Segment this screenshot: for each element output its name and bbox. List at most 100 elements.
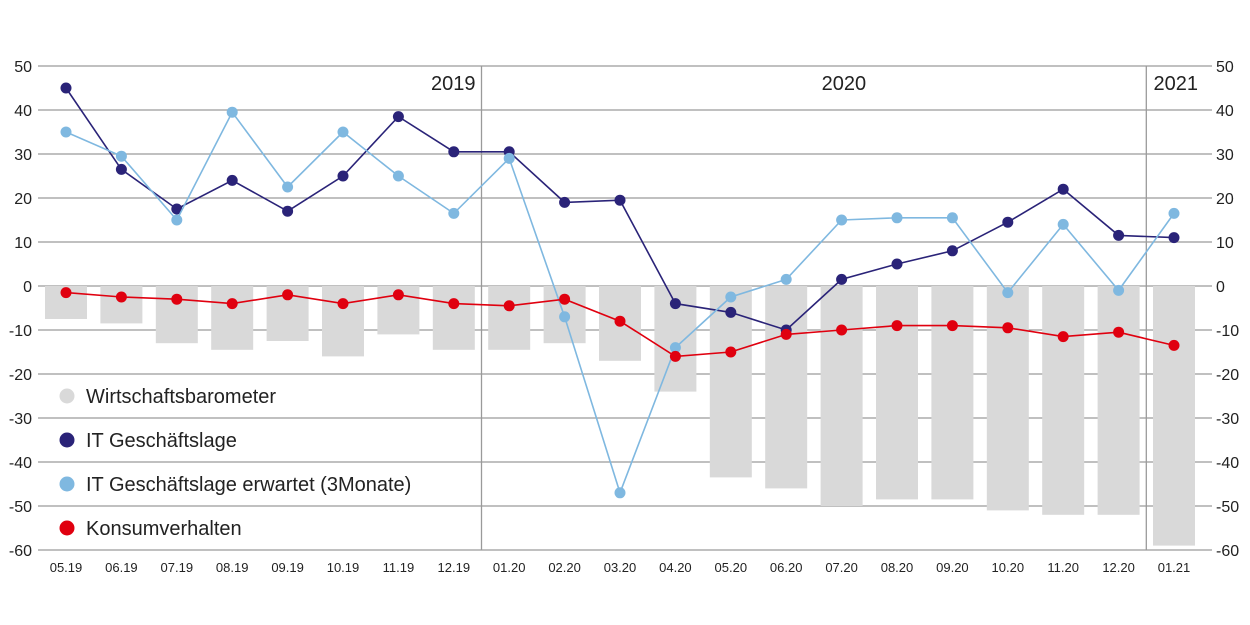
x-tick-label: 05.20 <box>715 560 748 575</box>
data-point <box>448 298 460 310</box>
x-tick-label: 02.20 <box>548 560 581 575</box>
bar <box>765 286 808 489</box>
data-point <box>614 487 626 499</box>
y-tick-label-right: -40 <box>1216 455 1239 472</box>
data-point <box>337 170 349 182</box>
data-point <box>503 152 515 164</box>
data-point <box>282 205 294 217</box>
legend-label: IT Geschäftslage erwartet (3Monate) <box>86 474 411 496</box>
legend-marker <box>59 432 75 448</box>
data-point <box>1168 339 1180 351</box>
bar <box>931 286 974 500</box>
legend-label: Konsumverhalten <box>86 518 242 540</box>
data-point <box>669 342 681 354</box>
y-tick-label-left: -50 <box>9 499 32 516</box>
data-point <box>559 293 571 305</box>
x-tick-label: 08.19 <box>216 560 249 575</box>
data-point <box>836 273 848 285</box>
data-point <box>226 298 238 310</box>
y-tick-label-right: -30 <box>1216 411 1239 428</box>
x-tick-label: 09.19 <box>271 560 304 575</box>
x-tick-label: 06.20 <box>770 560 803 575</box>
x-tick-label: 03.20 <box>604 560 637 575</box>
data-point <box>115 150 127 162</box>
data-point <box>448 207 460 219</box>
y-tick-label-left: 20 <box>14 191 32 208</box>
data-point <box>891 258 903 270</box>
x-tick-label: 05.19 <box>50 560 83 575</box>
x-tick-label: 11.19 <box>383 560 415 575</box>
data-point <box>891 320 903 332</box>
data-point <box>946 212 958 224</box>
data-point <box>448 146 460 158</box>
line-series <box>60 82 1180 499</box>
data-point <box>614 315 626 327</box>
data-point <box>282 289 294 301</box>
y-tick-label-left: 30 <box>14 147 32 164</box>
bar <box>986 286 1029 511</box>
bar <box>1153 286 1195 546</box>
data-point <box>60 287 72 299</box>
data-point <box>780 328 792 340</box>
data-point <box>669 298 681 310</box>
data-point <box>115 291 127 303</box>
data-point <box>725 346 737 358</box>
x-tick-label: 12.20 <box>1102 560 1135 575</box>
data-point <box>946 320 958 332</box>
year-label: 2019 <box>431 73 476 95</box>
x-tick-label: 06.19 <box>105 560 138 575</box>
data-point <box>171 214 183 226</box>
y-axis-right: 50 40 30 20 10 0 -10 -20 -30 -40 -50 -60 <box>1216 59 1239 560</box>
data-point <box>337 298 349 310</box>
y-tick-label-left: -40 <box>9 455 32 472</box>
y-tick-label-right: -10 <box>1216 323 1239 340</box>
data-point <box>1002 287 1014 299</box>
y-tick-label-left: 40 <box>14 103 32 120</box>
y-tick-label-left: -30 <box>9 411 32 428</box>
y-tick-label-right: -60 <box>1216 543 1239 560</box>
data-point <box>392 170 404 182</box>
x-tick-label: 07.20 <box>825 560 858 575</box>
y-tick-label-right: 40 <box>1216 103 1234 120</box>
year-label: 2021 <box>1154 73 1199 95</box>
data-point <box>171 293 183 305</box>
y-axis-left: 50 40 30 20 10 0 -10 -20 -30 -40 -50 -60 <box>9 59 32 560</box>
x-tick-label: 01.20 <box>493 560 526 575</box>
data-point <box>946 245 958 257</box>
data-point <box>559 196 571 208</box>
data-point <box>60 126 72 138</box>
data-point <box>1113 326 1125 338</box>
y-tick-label-right: 10 <box>1216 235 1234 252</box>
x-tick-label: 10.20 <box>992 560 1025 575</box>
y-tick-label-right: 0 <box>1216 279 1225 296</box>
y-tick-label-left: 50 <box>14 59 32 76</box>
data-point <box>1002 216 1014 228</box>
data-point <box>1057 331 1069 343</box>
y-tick-label-left: -20 <box>9 367 32 384</box>
data-point <box>1113 229 1125 241</box>
x-tick-label: 08.20 <box>881 560 914 575</box>
y-tick-label-right: 20 <box>1216 191 1234 208</box>
bar <box>820 286 863 506</box>
data-point <box>559 311 571 323</box>
data-point <box>614 194 626 206</box>
data-point <box>337 126 349 138</box>
legend-label: IT Geschäftslage <box>86 430 237 452</box>
data-point <box>392 289 404 301</box>
x-tick-label: 09.20 <box>936 560 969 575</box>
y-tick-label-left: -60 <box>9 543 32 560</box>
data-point <box>1002 322 1014 334</box>
data-point <box>836 214 848 226</box>
year-labels: 2019 2020 2021 <box>431 73 1198 95</box>
bar <box>1097 286 1140 515</box>
legend-marker <box>59 520 75 536</box>
data-point <box>725 291 737 303</box>
bar <box>322 286 364 357</box>
x-tick-label: 01.21 <box>1158 560 1191 575</box>
x-tick-label: 11.20 <box>1047 560 1079 575</box>
data-point <box>836 324 848 336</box>
legend-marker <box>59 476 75 492</box>
data-point <box>669 350 681 362</box>
y-tick-label-right: 30 <box>1216 147 1234 164</box>
